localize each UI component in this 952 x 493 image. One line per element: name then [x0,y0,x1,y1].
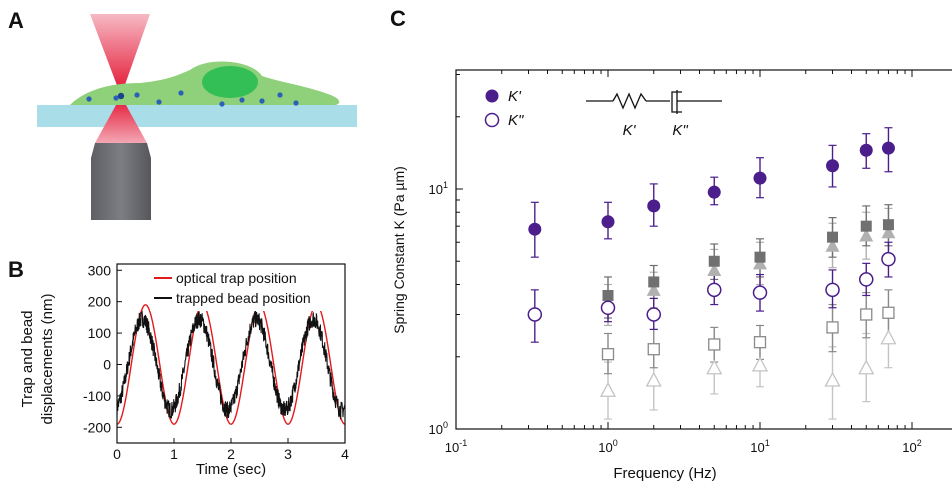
data-point [707,185,721,199]
data-point [858,359,875,375]
data-point [753,336,767,349]
y-tick-label: 300 [88,262,112,278]
panel-c-letter: C [390,6,406,31]
cell-nucleus [202,66,258,98]
y-axis-label-line1: Trap and bead [19,310,36,407]
data-point [601,348,615,361]
spring-icon [612,92,647,110]
laser-beam-bottom [95,96,147,143]
y-tick-label: 100 [88,325,112,341]
objective-lens [91,143,151,220]
x-tick-label: 4 [341,446,349,462]
y-tick-label: -100 [83,388,111,404]
data-point [881,251,896,267]
data-point [751,356,769,372]
data-point [882,219,894,231]
data-point [825,282,840,298]
x-tick-label: 102 [902,438,921,455]
data-point [706,282,722,298]
bead-position-line [117,310,345,420]
legend-label: optical trap position [176,270,297,286]
data-point [706,359,723,375]
data-point [646,282,661,296]
x-tick-label: 0 [113,446,121,462]
data-point [599,381,617,397]
data-point [860,220,872,232]
spring-dashpot-inset: K' K" [586,90,722,139]
x-axis-label: Time (sec) [196,461,266,478]
x-tick-label: 10-1 [445,438,467,455]
data-point [826,321,839,334]
y-axis-label: Spring Constant K (Pa µm) [391,166,407,334]
y-axis-label-line2: displacements (nm) [39,294,56,425]
trace-chart: 0 1 2 3 4 -200 -100 0 100 200 300 optical trap pos… [19,262,349,478]
legend-box [150,267,344,311]
data-point [600,300,616,316]
legend-marker [484,112,500,128]
data-point [827,231,839,243]
plot-frame [455,69,952,430]
panel-b-letter: B [8,257,24,282]
panel-a-letter: A [8,8,24,33]
data-point [645,371,662,387]
data-point [859,228,874,242]
data-point [708,338,721,351]
y-tick-label: 200 [88,294,112,310]
inset-spring-label: K' [623,122,637,139]
data-point [754,251,766,263]
data-point [601,215,615,229]
data-point [707,262,722,276]
legend-marker [485,89,499,103]
panel-a: A [8,8,370,240]
y-tick-label: 100 [429,420,448,437]
x-tick-label: 1 [170,446,178,462]
y-tick-label: 101 [429,180,448,197]
data-point [860,308,873,321]
legend-label: K" [508,112,524,129]
panel-c: C 10-1 100 101 102 100 101 K' K" K' K" Frequen… [380,0,952,488]
laser-beam-top [90,14,150,96]
data-point [646,307,662,322]
x-tick-label: 100 [598,438,617,455]
data-point [753,256,767,270]
x-tick-label: 3 [284,446,292,462]
coverslip [37,105,357,127]
x-axis-label: Frequency (Hz) [613,465,716,482]
data-point [859,143,873,157]
data-point [527,307,543,322]
data-point [752,285,768,300]
optical-trap-illustration [37,14,357,220]
data-point [647,343,660,356]
x-tick-label: 101 [750,438,769,455]
data-point [648,276,660,288]
data-point [753,171,767,185]
data-point [528,222,542,236]
legend-label: K' [508,88,522,105]
data-point [825,238,840,252]
data-point [824,371,841,387]
data-point [826,159,840,173]
data-point [647,199,661,213]
beads [86,90,299,107]
trapped-bead [117,92,125,100]
data-point [858,272,874,287]
y-tick-label: -200 [83,419,111,435]
y-tick-label: 0 [103,356,111,372]
data-point [881,225,896,239]
panel-b: B 0 1 2 3 4 -200 -100 0 100 200 300 optical trap p… [0,255,370,488]
data-point [881,141,895,155]
data-point [880,329,897,345]
data-point [602,289,614,301]
inset-dashpot-label: K" [672,122,688,139]
data-point [708,255,720,267]
x-tick-label: 2 [227,446,235,462]
data-point [882,306,895,319]
legend-label: trapped bead position [176,290,311,306]
